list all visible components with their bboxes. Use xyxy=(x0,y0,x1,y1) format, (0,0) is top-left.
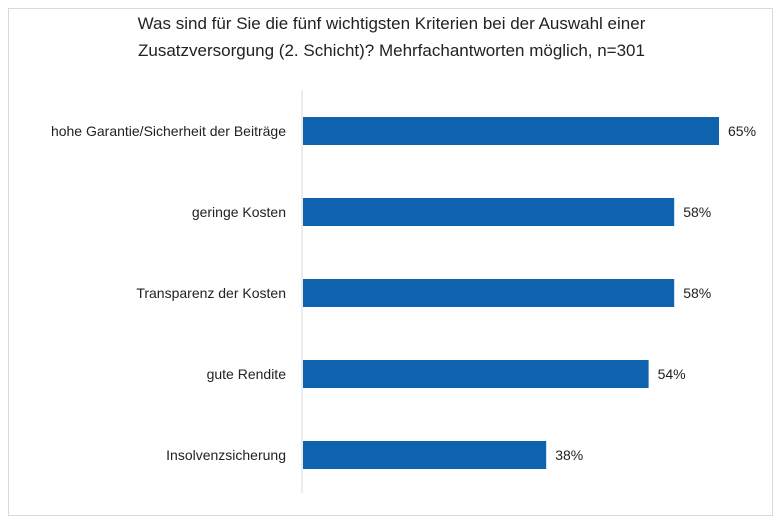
category-label-0: hohe Garantie/Sicherheit der Beiträge xyxy=(51,123,286,139)
bar-1 xyxy=(303,198,675,226)
bar-2 xyxy=(303,279,675,307)
bar-0 xyxy=(303,117,719,145)
value-label-0: 65% xyxy=(728,123,756,139)
value-label-4: 38% xyxy=(555,447,583,463)
bar-3 xyxy=(303,360,649,388)
chart-title-line-2: Zusatzversorgung (2. Schicht)? Mehrfacha… xyxy=(138,41,645,60)
category-label-4: Insolvenzsicherung xyxy=(166,447,286,463)
bars-group: hohe Garantie/Sicherheit der Beiträge 65%… xyxy=(51,117,756,469)
category-label-1: geringe Kosten xyxy=(192,204,286,220)
chart-title-line-1: Was sind für Sie die fünf wichtigsten Kr… xyxy=(137,14,646,33)
value-label-1: 58% xyxy=(683,204,711,220)
chart-title: Was sind für Sie die fünf wichtigsten Kr… xyxy=(0,10,783,64)
bar-4 xyxy=(303,441,547,469)
value-label-2: 58% xyxy=(683,285,711,301)
chart-frame xyxy=(8,8,773,516)
category-label-2: Transparenz der Kosten xyxy=(136,285,286,301)
value-label-3: 54% xyxy=(658,366,686,382)
category-label-3: gute Rendite xyxy=(207,366,287,382)
